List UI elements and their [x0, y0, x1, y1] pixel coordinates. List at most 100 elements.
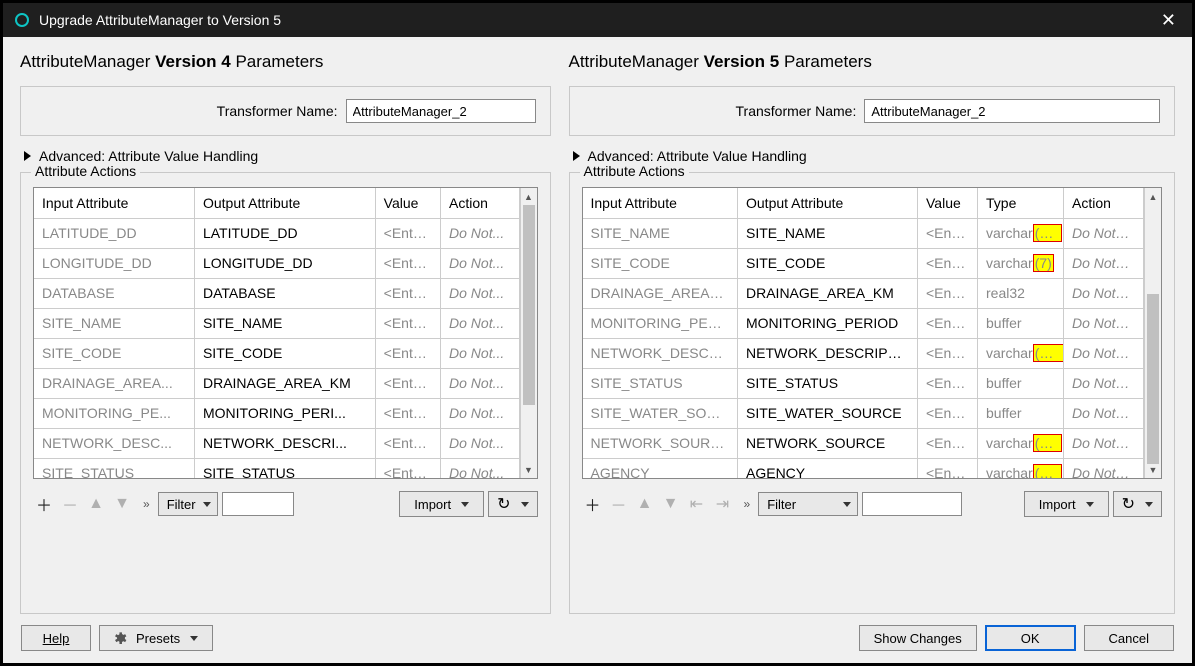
filter-input[interactable]: [222, 492, 294, 516]
scroll-up-icon[interactable]: ▲: [1145, 188, 1161, 205]
column-header[interactable]: Type: [978, 188, 1064, 218]
table-row[interactable]: SITE_NAMESITE_NAME<Enter vaDo Not...: [34, 308, 519, 338]
cell-type[interactable]: varchar(80): [978, 218, 1064, 248]
filter-input[interactable]: [862, 492, 962, 516]
cell-action[interactable]: Do Not...: [441, 368, 519, 398]
table-row[interactable]: AGENCYAGENCY<Enter vavarchar(43)Do Nothi…: [583, 458, 1144, 478]
cell-value[interactable]: <Enter va: [375, 218, 440, 248]
filter-select[interactable]: Filter: [158, 492, 218, 516]
table-row[interactable]: LONGITUDE_DDLONGITUDE_DD<Enter vaDo Not.…: [34, 248, 519, 278]
cell-type[interactable]: buffer: [978, 368, 1064, 398]
cell-output-attribute[interactable]: SITE_CODE: [738, 248, 918, 278]
ok-button[interactable]: OK: [985, 625, 1076, 651]
cell-action[interactable]: Do Nothi...: [1064, 278, 1144, 308]
add-row-button[interactable]: ＋: [33, 492, 55, 516]
column-header[interactable]: Value: [375, 188, 440, 218]
cell-output-attribute[interactable]: SITE_STATUS: [738, 368, 918, 398]
move-up-button[interactable]: ▲: [85, 492, 107, 516]
cell-action[interactable]: Do Not...: [441, 398, 519, 428]
more-chevron-icon[interactable]: »: [744, 497, 749, 511]
cell-input-attribute[interactable]: SITE_CODE: [34, 338, 194, 368]
cell-output-attribute[interactable]: SITE_NAME: [738, 218, 918, 248]
cell-output-attribute[interactable]: SITE_CODE: [194, 338, 375, 368]
table-row[interactable]: SITE_CODESITE_CODE<Enter vaDo Not...: [34, 338, 519, 368]
cell-action[interactable]: Do Not...: [441, 338, 519, 368]
cell-value[interactable]: <Enter va: [375, 278, 440, 308]
cell-action[interactable]: Do Nothi...: [1064, 338, 1144, 368]
transformer-name-input[interactable]: [864, 99, 1160, 123]
column-header[interactable]: Input Attribute: [34, 188, 194, 218]
cell-value[interactable]: <Enter va: [918, 218, 978, 248]
advanced-expander[interactable]: Advanced: Attribute Value Handling: [20, 148, 551, 164]
column-header[interactable]: Output Attribute: [738, 188, 918, 218]
cell-input-attribute[interactable]: LATITUDE_DD: [34, 218, 194, 248]
cell-action[interactable]: Do Nothi...: [1064, 428, 1144, 458]
table-row[interactable]: SITE_CODESITE_CODE<Enter vavarchar(7)Do …: [583, 248, 1144, 278]
cell-action[interactable]: Do Not...: [441, 248, 519, 278]
cell-input-attribute[interactable]: MONITORING_PE...: [34, 398, 194, 428]
cell-output-attribute[interactable]: DATABASE: [194, 278, 375, 308]
table-row[interactable]: SITE_STATUSSITE_STATUS<Enter vaDo Not...: [34, 458, 519, 478]
cell-output-attribute[interactable]: MONITORING_PERI...: [194, 398, 375, 428]
move-up-button[interactable]: ▲: [634, 492, 656, 516]
cell-type[interactable]: varchar(43): [978, 458, 1064, 478]
presets-button[interactable]: Presets: [99, 625, 213, 651]
cell-action[interactable]: Do Nothi...: [1064, 458, 1144, 478]
cell-value[interactable]: <Enter va: [375, 338, 440, 368]
filter-select[interactable]: Filter: [758, 492, 858, 516]
cell-action[interactable]: Do Nothi...: [1064, 218, 1144, 248]
cell-value[interactable]: <Enter va: [918, 338, 978, 368]
scroll-down-icon[interactable]: ▼: [1145, 461, 1161, 478]
cell-output-attribute[interactable]: SITE_NAME: [194, 308, 375, 338]
cell-input-attribute[interactable]: AGENCY: [583, 458, 738, 478]
cell-input-attribute[interactable]: LONGITUDE_DD: [34, 248, 194, 278]
cell-output-attribute[interactable]: SITE_WATER_SOURCE: [738, 398, 918, 428]
cell-value[interactable]: <Enter va: [375, 428, 440, 458]
cell-output-attribute[interactable]: NETWORK_SOURCE: [738, 428, 918, 458]
table-row[interactable]: DRAINAGE_AREA...DRAINAGE_AREA_KM<Enter v…: [34, 368, 519, 398]
cell-action[interactable]: Do Nothi...: [1064, 248, 1144, 278]
advanced-expander[interactable]: Advanced: Attribute Value Handling: [569, 148, 1176, 164]
cell-output-attribute[interactable]: NETWORK_DESCRI...: [194, 428, 375, 458]
cell-output-attribute[interactable]: MONITORING_PERIOD: [738, 308, 918, 338]
cell-value[interactable]: <Enter va: [375, 458, 440, 478]
import-button[interactable]: Import: [1024, 491, 1109, 517]
move-down-button[interactable]: ▼: [111, 492, 133, 516]
scroll-up-icon[interactable]: ▲: [521, 188, 537, 205]
import-button[interactable]: Import: [399, 491, 484, 517]
cell-value[interactable]: <Enter va: [918, 368, 978, 398]
cell-output-attribute[interactable]: AGENCY: [738, 458, 918, 478]
scroll-thumb[interactable]: [1147, 294, 1159, 464]
scrollbar[interactable]: ▲ ▼: [1144, 188, 1161, 478]
cell-value[interactable]: <Enter va: [375, 368, 440, 398]
table-row[interactable]: NETWORK_SOURCENETWORK_SOURCE<Enter vavar…: [583, 428, 1144, 458]
cell-value[interactable]: <Enter va: [918, 278, 978, 308]
table-row[interactable]: NETWORK_DESC...NETWORK_DESCRI...<Enter v…: [34, 428, 519, 458]
table-row[interactable]: LATITUDE_DDLATITUDE_DD<Enter vaDo Not...: [34, 218, 519, 248]
cell-type[interactable]: buffer: [978, 308, 1064, 338]
cell-value[interactable]: <Enter va: [375, 308, 440, 338]
cell-action[interactable]: Do Not...: [441, 308, 519, 338]
attribute-table-v5[interactable]: Input AttributeOutput AttributeValueType…: [583, 188, 1145, 478]
cell-action[interactable]: Do Nothi...: [1064, 308, 1144, 338]
table-row[interactable]: SITE_NAMESITE_NAME<Enter vavarchar(80)Do…: [583, 218, 1144, 248]
cell-input-attribute[interactable]: DRAINAGE_AREA...: [34, 368, 194, 398]
cell-output-attribute[interactable]: LONGITUDE_DD: [194, 248, 375, 278]
column-header[interactable]: Value: [918, 188, 978, 218]
cell-input-attribute[interactable]: SITE_NAME: [34, 308, 194, 338]
more-chevron-icon[interactable]: »: [143, 497, 148, 511]
scroll-down-icon[interactable]: ▼: [521, 461, 537, 478]
cell-value[interactable]: <Enter va: [918, 248, 978, 278]
refresh-button[interactable]: ↻: [1113, 491, 1162, 517]
cell-value[interactable]: <Enter va: [918, 398, 978, 428]
column-header[interactable]: Output Attribute: [194, 188, 375, 218]
close-icon[interactable]: ✕: [1157, 10, 1180, 31]
scroll-thumb[interactable]: [523, 205, 535, 405]
cell-input-attribute[interactable]: NETWORK_DESCRIPT...: [583, 338, 738, 368]
cell-action[interactable]: Do Not...: [441, 278, 519, 308]
cell-output-attribute[interactable]: DRAINAGE_AREA_KM: [194, 368, 375, 398]
refresh-button[interactable]: ↻: [488, 491, 537, 517]
cell-input-attribute[interactable]: SITE_NAME: [583, 218, 738, 248]
cell-input-attribute[interactable]: DATABASE: [34, 278, 194, 308]
remove-row-button[interactable]: －: [59, 492, 81, 516]
